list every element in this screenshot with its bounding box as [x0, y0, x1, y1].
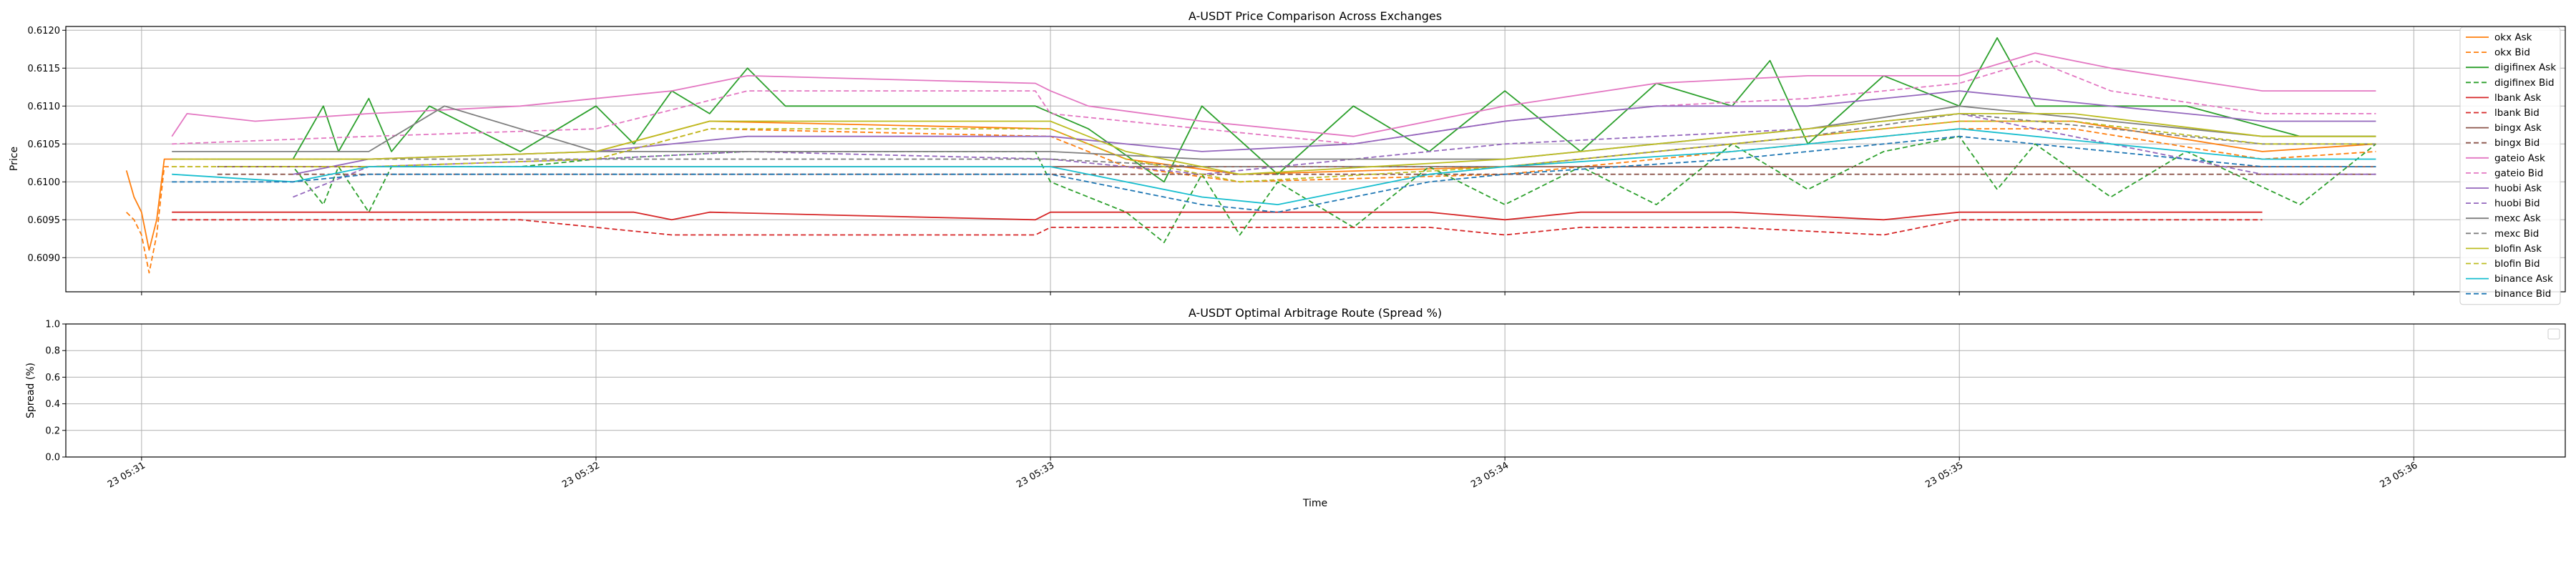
spread-y-tick-label: 0.2 — [45, 426, 60, 436]
price-chart-series — [125, 37, 2376, 274]
legend-entry: digifinex Ask — [2494, 62, 2556, 74]
spread-chart-legend-box — [2547, 328, 2560, 340]
price-y-tick-label: 0.6090 — [28, 253, 61, 264]
mexc-ask-line — [172, 105, 2376, 160]
okx-bid-line — [126, 128, 2376, 274]
spread-y-tick-label: 0.8 — [45, 346, 60, 357]
digifinex-ask-line — [217, 37, 2376, 183]
legend-entry: blofin Bid — [2494, 258, 2540, 270]
lbank-bid-line — [172, 219, 2263, 236]
price-y-tick-label: 0.6110 — [28, 102, 61, 112]
price-chart-legend: okx Ask okx Bid digifinex Ask digifinex Bid… — [2459, 26, 2561, 305]
blofin-ask-line — [172, 113, 2376, 175]
legend-entry: binance Bid — [2494, 288, 2551, 300]
blofin-bid-line — [172, 120, 2376, 183]
spread-chart-frame — [65, 323, 2566, 458]
price-chart-y-ticks: 0.6090 0.6095 0.6100 0.6105 0.6110 0.6115 0.61… — [28, 26, 66, 264]
legend-box — [2459, 26, 2561, 305]
spread-y-tick-label: 1.0 — [45, 320, 60, 330]
spread-chart-y-ticks: 0.0 0.2 0.4 0.6 0.8 1.0 — [45, 320, 66, 463]
price-chart-frame — [65, 26, 2566, 293]
price-y-tick-label: 0.6120 — [28, 26, 61, 36]
spread-chart-ylabel: Spread (%) — [25, 363, 36, 418]
legend-entry: okx Bid — [2494, 47, 2530, 59]
legend-entry: lbank Bid — [2494, 107, 2540, 119]
legend-entry: lbank Ask — [2494, 92, 2542, 104]
price-chart: A-USDT Price Comparison Across Exchanges… — [9, 9, 2566, 295]
legend-entry: bingx Ask — [2494, 122, 2542, 134]
legend-entry: bingx Bid — [2494, 137, 2540, 149]
gateio-ask-line — [171, 52, 2376, 137]
price-chart-x-ticks — [141, 292, 2414, 295]
price-y-tick-label: 0.6115 — [28, 64, 61, 74]
price-chart-title: A-USDT Price Comparison Across Exchanges — [1189, 9, 1442, 23]
legend-entry: gateio Ask — [2494, 152, 2545, 164]
legend-entry: huobi Ask — [2494, 183, 2542, 195]
spread-y-tick-label: 0.0 — [45, 453, 60, 463]
price-y-tick-label: 0.6105 — [28, 139, 61, 150]
legend-entry: blofin Ask — [2494, 243, 2542, 255]
legend-entry: digifinex Bid — [2494, 77, 2555, 89]
binance-ask-line — [172, 128, 2376, 205]
legend-entry: binance Ask — [2494, 273, 2553, 285]
price-y-tick-label: 0.6095 — [28, 215, 61, 226]
legend-entry: mexc Bid — [2494, 228, 2539, 240]
huobi-ask-line — [293, 90, 2376, 175]
spread-y-tick-label: 0.6 — [45, 373, 60, 383]
lbank-ask-line — [172, 211, 2263, 221]
spread-chart-xlabel: Time — [1302, 498, 1327, 509]
price-y-tick-label: 0.6100 — [28, 177, 61, 188]
binance-bid-line — [172, 135, 2376, 213]
spread-chart-title: A-USDT Optimal Arbitrage Route (Spread %… — [1189, 306, 1442, 320]
legend-entry: okx Ask — [2494, 32, 2532, 44]
huobi-bid-line — [293, 113, 2376, 198]
legend-entry: huobi Bid — [2494, 198, 2540, 210]
legend-entry: gateio Bid — [2494, 167, 2543, 179]
legend-entry: mexc Ask — [2494, 213, 2541, 225]
price-chart-ylabel: Price — [9, 147, 20, 171]
spread-y-tick-label: 0.4 — [45, 399, 60, 410]
